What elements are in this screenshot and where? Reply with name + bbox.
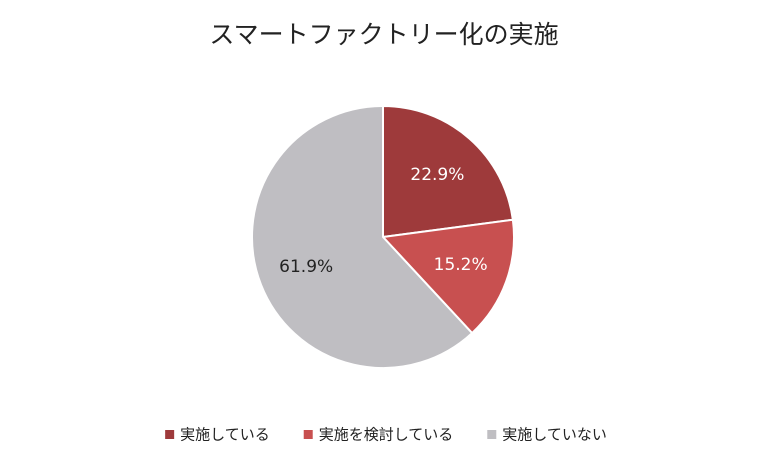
legend-label: 実施している [180,426,270,444]
value-label: 22.9% [410,165,464,185]
legend-label: 実施を検討している [319,426,454,444]
value-label: 61.9% [279,257,333,277]
legend-swatch [487,430,497,439]
pie-slice [251,104,474,369]
value-label: 15.2% [434,255,488,275]
chart-title: スマートファクトリー化の実施 [209,20,558,49]
legend-swatch [303,430,313,439]
legend-label: 実施していない [502,426,607,444]
pie-slice [382,104,514,239]
legend-swatch [165,430,175,439]
pie-slice [380,218,515,335]
